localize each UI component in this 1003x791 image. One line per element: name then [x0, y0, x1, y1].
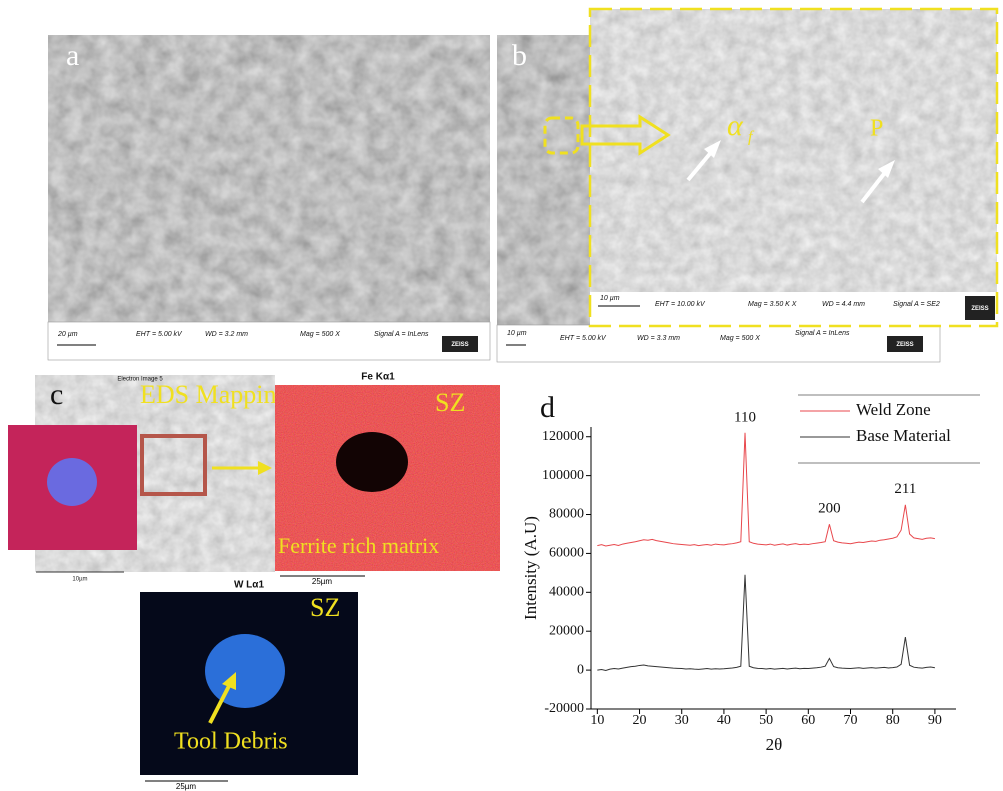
brand: ZEISS — [896, 342, 913, 348]
y-tick-label: -20000 — [544, 701, 584, 716]
signal: Signal A = SE2 — [893, 301, 940, 308]
zone-label: SZ — [435, 388, 465, 417]
zone-label: SZ — [310, 593, 340, 622]
scale-label: 25µm — [176, 782, 197, 791]
panel-label: c — [50, 378, 63, 411]
signal: Signal A = InLens — [374, 331, 429, 338]
panel-label: d — [540, 391, 555, 424]
x-axis-label: 2θ — [766, 735, 783, 754]
phase-label: α — [727, 109, 744, 142]
scale-label: 25µm — [312, 577, 333, 586]
eht: EHT = 10.00 kV — [655, 301, 706, 308]
sem-image — [48, 35, 490, 322]
panel-b: 10 µm EHT = 5.00 kV WD = 3.3 mm Mag = 50… — [497, 9, 997, 362]
w-debris — [205, 634, 285, 708]
x-tick-label: 60 — [801, 713, 815, 728]
wd: WD = 4.4 mm — [822, 301, 865, 308]
scale-label: 10 µm — [600, 295, 620, 302]
scale-label: 20 µm — [57, 331, 78, 338]
x-tick-label: 40 — [717, 713, 731, 728]
inset-image — [590, 9, 997, 292]
eht: EHT = 5.00 kV — [136, 331, 183, 338]
x-tick-label: 90 — [928, 713, 942, 728]
panel-d: d 2θ Intensity (A.U) -20000 0 20000 40000 60… — [521, 391, 980, 754]
scale-label: 10 µm — [507, 330, 527, 337]
x-tick-label: 50 — [759, 713, 773, 728]
panel-a: 20 µm EHT = 5.00 kV WD = 3.2 mm Mag = 50… — [48, 35, 490, 360]
wd: WD = 3.2 mm — [205, 331, 248, 338]
figure: 20 µm EHT = 5.00 kV WD = 3.2 mm Mag = 50… — [0, 0, 1003, 791]
signal: Signal A = InLens — [795, 330, 850, 337]
series-line — [597, 433, 935, 546]
peak-label: 110 — [734, 409, 756, 425]
inset-info-bar — [590, 292, 997, 326]
panel-label: b — [512, 39, 527, 72]
info-bar — [48, 322, 490, 360]
phase-label: P — [870, 116, 883, 142]
y-tick-label: 0 — [577, 662, 584, 677]
eht: EHT = 5.00 kV — [560, 335, 607, 342]
wd: WD = 3.3 mm — [637, 335, 680, 342]
x-tick-label: 10 — [590, 713, 604, 728]
x-tick-label: 30 — [675, 713, 689, 728]
fe-void — [336, 432, 408, 492]
brand: ZEISS — [451, 342, 468, 348]
mag: Mag = 500 X — [720, 335, 760, 342]
brand: ZEISS — [971, 306, 988, 312]
peak-label: 211 — [894, 481, 916, 497]
mag: Mag = 500 X — [300, 331, 340, 338]
x-tick-label: 20 — [633, 713, 647, 728]
peak-label: 200 — [818, 501, 841, 517]
map-title: W Lα1 — [234, 580, 264, 591]
legend-label: Weld Zone — [856, 400, 931, 419]
debris-overlay — [47, 458, 97, 506]
map-title: Fe Kα1 — [361, 372, 395, 383]
x-tick-label: 80 — [886, 713, 900, 728]
y-tick-label: 120000 — [542, 429, 584, 444]
y-tick-label: 100000 — [542, 468, 584, 483]
panel-c: Electron Image 5 10µm c EDS Mapping Fe K… — [8, 372, 500, 791]
y-tick-label: 20000 — [549, 623, 584, 638]
y-tick-label: 60000 — [549, 546, 584, 561]
mag: Mag = 3.50 K X — [748, 301, 797, 308]
map-caption: Tool Debris — [174, 729, 288, 755]
y-tick-label: 80000 — [549, 507, 584, 522]
y-tick-label: 40000 — [549, 585, 584, 600]
scale-label: 10µm — [72, 577, 87, 583]
series-line — [597, 575, 935, 671]
x-tick-label: 70 — [844, 713, 858, 728]
map-title: EDS Mapping — [140, 380, 290, 409]
panel-label: a — [66, 39, 79, 72]
legend-label: Base Material — [856, 426, 951, 445]
map-caption: Ferrite rich matrix — [278, 533, 439, 558]
info-bar — [497, 325, 940, 362]
y-axis-label: Intensity (A.U) — [521, 516, 540, 620]
